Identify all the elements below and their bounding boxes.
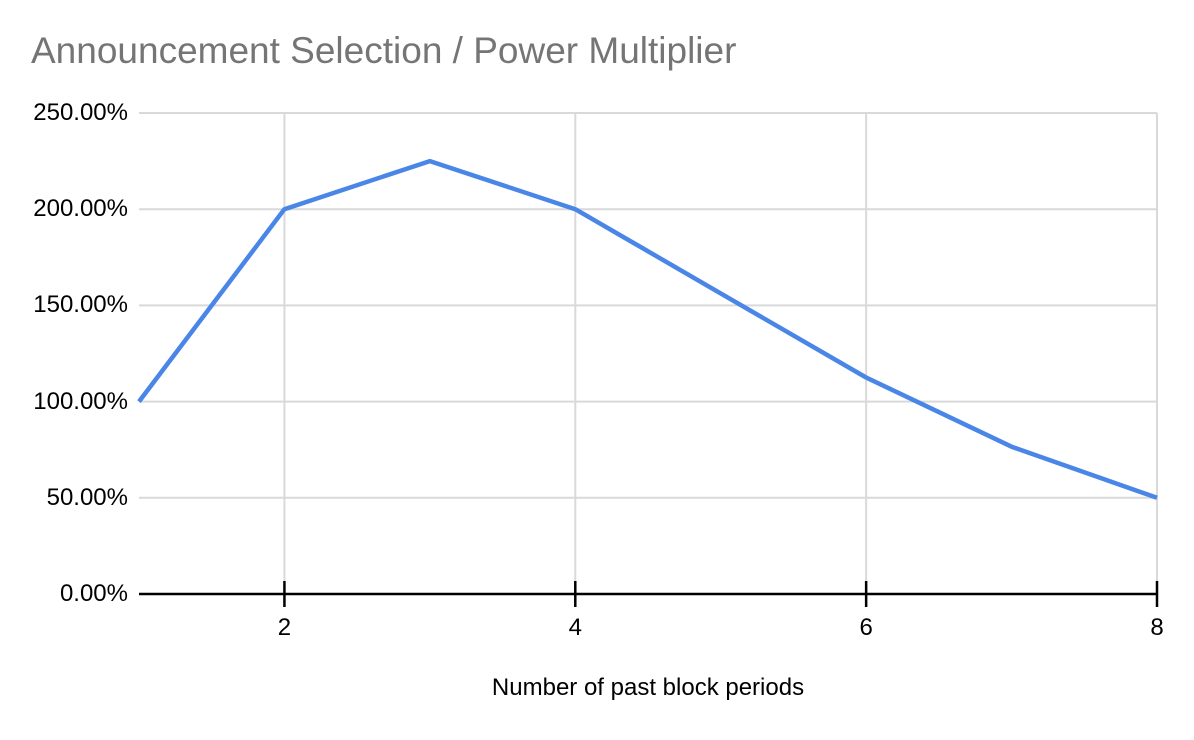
y-tick-label: 100.00%	[33, 387, 128, 415]
power-multiplier-series-line	[137, 158, 1158, 500]
y-tick-label: 200.00%	[33, 195, 128, 223]
x-tick-label: 2	[277, 614, 292, 641]
y-tick-label: 150.00%	[33, 291, 128, 319]
x-tick-label: 6	[859, 614, 873, 641]
y-tick-label: 250.00%	[33, 99, 128, 126]
y-tick-label: 50.00%	[46, 483, 128, 511]
x-axis-title: Number of past block periods	[491, 674, 805, 701]
y-tick-label: 0.00%	[59, 580, 128, 607]
x-tick-label: 4	[568, 614, 582, 641]
x-tick-label: 8	[1150, 614, 1164, 641]
chart-title: Announcement Selection / Power Multiplie…	[31, 30, 737, 71]
